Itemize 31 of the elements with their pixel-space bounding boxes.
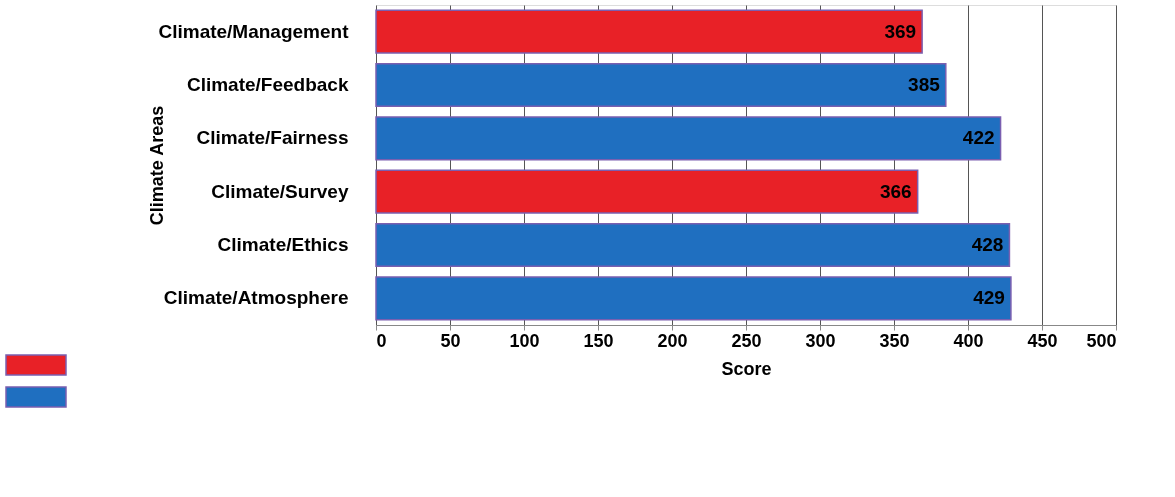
bar [375,169,919,214]
bar [375,276,1012,321]
bar [375,116,1002,161]
y-tick-label: Climate/Management [158,20,350,42]
data-label: 385 [908,74,941,95]
x-tick-label: 50 [440,330,461,351]
y-tick-label: Climate/Survey [211,180,349,202]
data-label: 366 [879,180,912,202]
x-tick-label: 350 [879,330,910,351]
data-label: 429 [973,287,1005,309]
x-axis-title: Score [721,358,772,379]
data-label: 422 [962,127,995,149]
x-tick-label: 0 [376,330,387,351]
x-tick-label: 500 [1086,330,1117,351]
y-axis-title: Climate Areas [146,105,167,226]
x-tick-label: 100 [509,330,540,351]
bar [375,9,923,54]
x-tick-label: 300 [805,330,836,351]
x-tick-label: 250 [731,330,762,351]
x-tick-label: 150 [583,330,614,351]
x-tick-label: 200 [657,330,688,351]
data-label: 428 [971,234,1004,255]
bar [375,222,1011,268]
x-tick-label: 400 [953,330,984,351]
data-label: 369 [884,20,917,42]
bar [375,62,947,108]
x-tick-label: 450 [1027,330,1058,351]
y-tick-label: Climate/Atmosphere [163,287,349,309]
y-tick-label: Climate/Ethics [217,234,349,255]
y-tick-label: Climate/Fairness [196,127,349,149]
y-tick-label: Climate/Feedback [186,74,349,95]
